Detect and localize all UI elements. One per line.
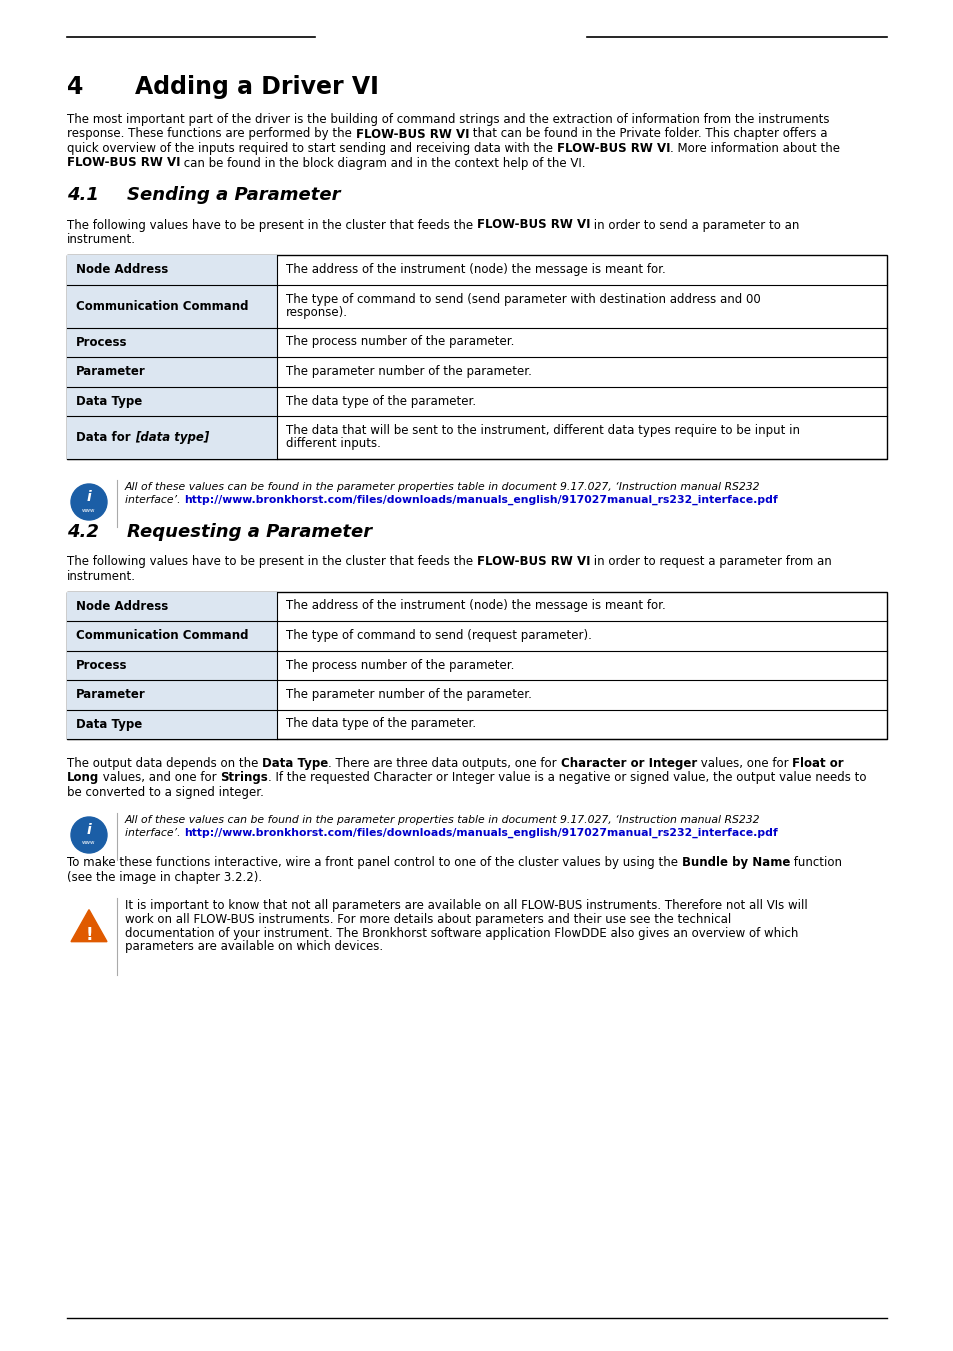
Bar — [67, 592, 276, 621]
Text: documentation of your instrument. The Bronkhorst software application FlowDDE al: documentation of your instrument. The Br… — [125, 927, 798, 939]
Text: FLOW-BUS RW VI: FLOW-BUS RW VI — [557, 142, 670, 155]
Text: (see the image in chapter 3.2.2).: (see the image in chapter 3.2.2). — [67, 870, 262, 884]
Text: www: www — [82, 508, 95, 512]
Text: Process: Process — [76, 336, 128, 349]
Circle shape — [71, 817, 107, 852]
Text: Data Type: Data Type — [76, 717, 142, 731]
Bar — [67, 255, 276, 285]
Text: 4: 4 — [67, 76, 83, 99]
Text: 4.2: 4.2 — [67, 523, 99, 540]
Text: Bundle by Name: Bundle by Name — [681, 857, 789, 869]
Text: 4.1: 4.1 — [67, 186, 99, 204]
Text: that can be found in the Private folder. This chapter offers a: that can be found in the Private folder.… — [469, 127, 827, 141]
Text: Node Address: Node Address — [76, 600, 168, 613]
Text: . There are three data outputs, one for: . There are three data outputs, one for — [328, 757, 560, 770]
Text: Long: Long — [67, 771, 99, 785]
Text: Sending a Parameter: Sending a Parameter — [127, 186, 340, 204]
Polygon shape — [71, 909, 107, 942]
Text: The following values have to be present in the cluster that feeds the: The following values have to be present … — [67, 555, 476, 567]
Text: The data type of the parameter.: The data type of the parameter. — [286, 394, 476, 408]
Text: The data type of the parameter.: The data type of the parameter. — [286, 717, 476, 731]
Bar — [67, 357, 276, 386]
Text: FLOW-BUS RW VI: FLOW-BUS RW VI — [476, 555, 590, 567]
Bar — [67, 621, 276, 650]
Text: The type of command to send (send parameter with destination address and 00: The type of command to send (send parame… — [286, 293, 760, 305]
Text: Data Type: Data Type — [262, 757, 328, 770]
Text: work on all FLOW-BUS instruments. For more details about parameters and their us: work on all FLOW-BUS instruments. For mo… — [125, 913, 731, 925]
Bar — [67, 327, 276, 357]
Text: www: www — [82, 840, 95, 846]
Text: instrument.: instrument. — [67, 570, 136, 582]
Text: http://www.bronkhorst.com/files/downloads/manuals_english/917027manual_rs232_int: http://www.bronkhorst.com/files/download… — [184, 828, 777, 838]
Text: Adding a Driver VI: Adding a Driver VI — [135, 76, 378, 99]
Text: Process: Process — [76, 659, 128, 671]
Bar — [67, 709, 276, 739]
Bar — [67, 650, 276, 680]
Text: be converted to a signed integer.: be converted to a signed integer. — [67, 786, 264, 798]
Text: instrument.: instrument. — [67, 232, 136, 246]
Text: . More information about the: . More information about the — [670, 142, 840, 155]
Text: Character or Integer: Character or Integer — [560, 757, 697, 770]
Text: Strings: Strings — [220, 771, 268, 785]
Text: in order to send a parameter to an: in order to send a parameter to an — [590, 219, 799, 231]
Text: The address of the instrument (node) the message is meant for.: The address of the instrument (node) the… — [286, 263, 665, 276]
Text: response. These functions are performed by the: response. These functions are performed … — [67, 127, 355, 141]
Text: . If the requested Character or Integer value is a negative or signed value, the: . If the requested Character or Integer … — [268, 771, 866, 785]
Text: [data type]: [data type] — [134, 431, 209, 444]
Bar — [67, 255, 886, 459]
Text: The data that will be sent to the instrument, different data types require to be: The data that will be sent to the instru… — [286, 424, 800, 436]
Text: quick overview of the inputs required to start sending and receiving data with t: quick overview of the inputs required to… — [67, 142, 557, 155]
Text: function: function — [789, 857, 841, 869]
Text: interface’.: interface’. — [125, 828, 184, 838]
Text: The parameter number of the parameter.: The parameter number of the parameter. — [286, 688, 532, 701]
Text: It is important to know that not all parameters are available on all FLOW-BUS in: It is important to know that not all par… — [125, 900, 807, 912]
Circle shape — [71, 484, 107, 520]
Text: Float or: Float or — [792, 757, 843, 770]
Text: The type of command to send (request parameter).: The type of command to send (request par… — [286, 630, 591, 642]
Text: The following values have to be present in the cluster that feeds the: The following values have to be present … — [67, 219, 476, 231]
Bar — [67, 386, 276, 416]
Text: !: ! — [85, 927, 92, 944]
Text: Communication Command: Communication Command — [76, 300, 248, 312]
Bar — [67, 416, 276, 459]
Text: The process number of the parameter.: The process number of the parameter. — [286, 335, 514, 349]
Text: All of these values can be found in the parameter properties table in document 9: All of these values can be found in the … — [125, 482, 760, 492]
Text: Data Type: Data Type — [76, 394, 142, 408]
Text: Parameter: Parameter — [76, 365, 146, 378]
Text: The output data depends on the: The output data depends on the — [67, 757, 262, 770]
Text: in order to request a parameter from an: in order to request a parameter from an — [590, 555, 831, 567]
Text: different inputs.: different inputs. — [286, 438, 380, 450]
Text: values, one for: values, one for — [697, 757, 792, 770]
Text: response).: response). — [286, 305, 348, 319]
Text: can be found in the block diagram and in the context help of the VI.: can be found in the block diagram and in… — [180, 157, 585, 169]
Text: values, and one for: values, and one for — [99, 771, 220, 785]
Text: http://www.bronkhorst.com/files/downloads/manuals_english/917027manual_rs232_int: http://www.bronkhorst.com/files/download… — [184, 494, 777, 505]
Text: FLOW-BUS RW VI: FLOW-BUS RW VI — [355, 127, 469, 141]
Text: The process number of the parameter.: The process number of the parameter. — [286, 658, 514, 671]
Bar — [67, 592, 886, 739]
Text: The address of the instrument (node) the message is meant for.: The address of the instrument (node) the… — [286, 600, 665, 612]
Text: parameters are available on which devices.: parameters are available on which device… — [125, 940, 383, 952]
Text: i: i — [87, 823, 91, 838]
Text: Data for: Data for — [76, 431, 134, 444]
Text: FLOW-BUS RW VI: FLOW-BUS RW VI — [67, 157, 180, 169]
Text: interface’.: interface’. — [125, 494, 184, 505]
Text: All of these values can be found in the parameter properties table in document 9: All of these values can be found in the … — [125, 815, 760, 825]
Text: FLOW-BUS RW VI: FLOW-BUS RW VI — [476, 219, 590, 231]
Text: Requesting a Parameter: Requesting a Parameter — [127, 523, 372, 540]
Text: Node Address: Node Address — [76, 263, 168, 276]
Text: To make these functions interactive, wire a front panel control to one of the cl: To make these functions interactive, wir… — [67, 857, 681, 869]
Text: The most important part of the driver is the building of command strings and the: The most important part of the driver is… — [67, 113, 828, 126]
Text: i: i — [87, 490, 91, 504]
Bar — [67, 680, 276, 709]
Text: The parameter number of the parameter.: The parameter number of the parameter. — [286, 365, 532, 378]
Text: Communication Command: Communication Command — [76, 630, 248, 642]
Bar — [67, 285, 276, 327]
Text: Parameter: Parameter — [76, 688, 146, 701]
